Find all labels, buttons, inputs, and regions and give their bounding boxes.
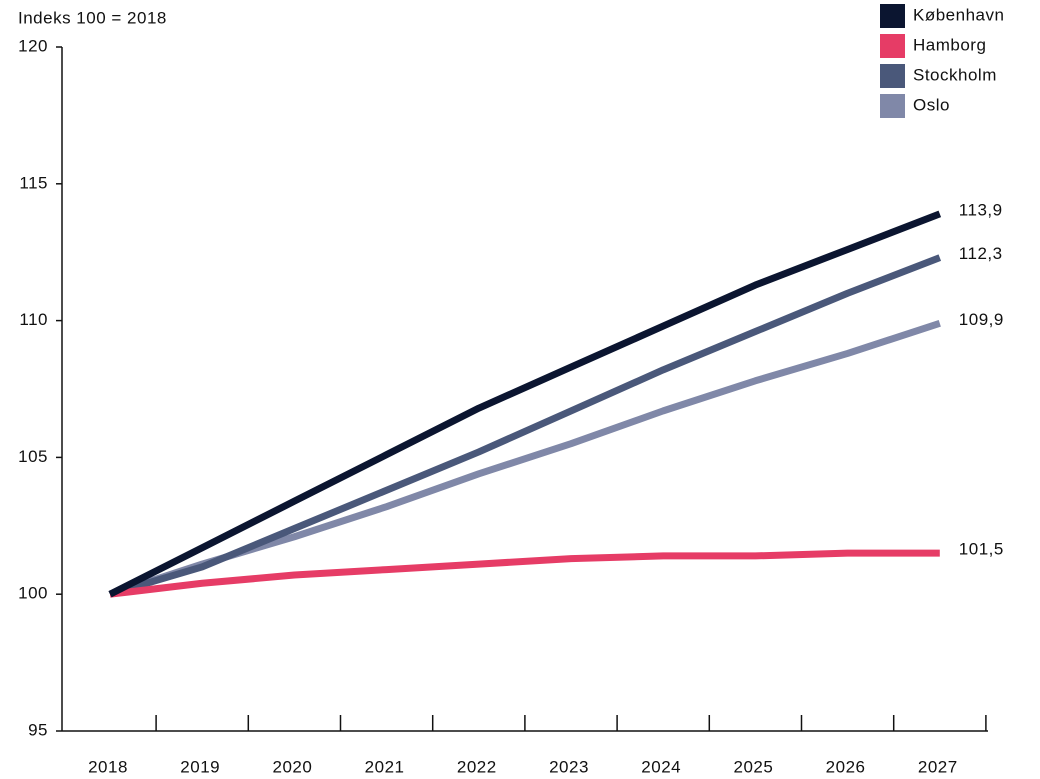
y-tick-label: 115: [19, 173, 48, 192]
x-tick-label: 2019: [180, 757, 220, 776]
legend-label: Oslo: [913, 95, 950, 114]
y-tick-label: 95: [28, 720, 48, 739]
legend-swatch: [880, 64, 905, 88]
y-tick-label: 110: [19, 310, 48, 329]
legend-swatch: [880, 94, 905, 118]
legend-label: Hamborg: [913, 35, 986, 54]
y-axis-label: Indeks 100 = 2018: [18, 8, 167, 27]
legend-label: København: [913, 5, 1004, 24]
data-label: 101,5: [959, 540, 1004, 559]
x-tick-label: 2021: [365, 757, 405, 776]
x-tick-label: 2020: [272, 757, 312, 776]
x-tick-label: 2023: [549, 757, 589, 776]
legend-swatch: [880, 34, 905, 58]
legend-swatch: [880, 4, 905, 28]
line-series: [109, 549, 940, 598]
y-tick-label: 105: [18, 447, 48, 466]
x-tick-label: 2027: [918, 757, 958, 776]
data-label: 109,9: [959, 310, 1004, 329]
x-tick-label: 2018: [88, 757, 128, 776]
y-tick-label: 120: [18, 36, 48, 55]
x-tick-label: 2026: [826, 757, 866, 776]
line-series: [109, 254, 942, 598]
x-tick-label: 2024: [641, 757, 681, 776]
y-tick-label: 100: [18, 584, 48, 603]
data-label: 112,3: [959, 244, 1003, 263]
data-label: 113,9: [959, 200, 1003, 219]
x-tick-label: 2025: [733, 757, 773, 776]
x-tick-label: 2022: [457, 757, 497, 776]
legend-label: Stockholm: [913, 65, 997, 84]
line-series: [108, 210, 942, 598]
